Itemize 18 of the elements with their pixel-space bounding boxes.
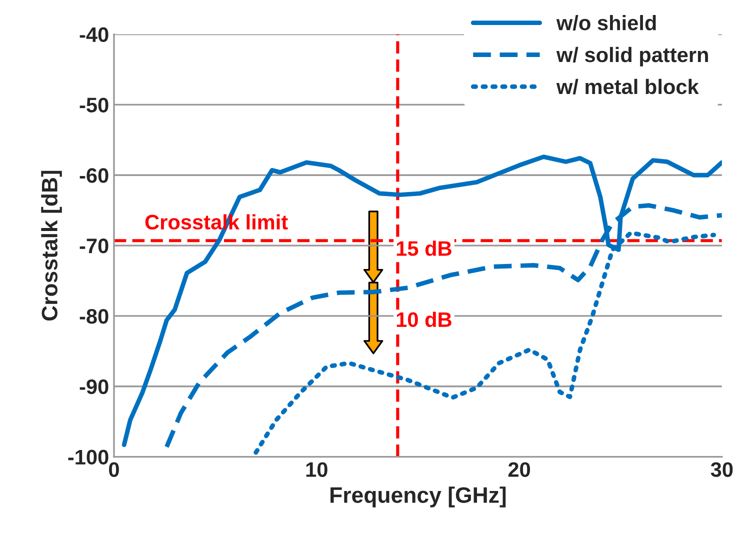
x-tick-label: 10 bbox=[306, 462, 328, 477]
y-tick-label: -90 bbox=[80, 379, 108, 394]
x-axis-title: Frequency [GHz] bbox=[330, 486, 506, 508]
y-tick-label: -100 bbox=[68, 450, 108, 465]
y-tick-label: -50 bbox=[80, 98, 108, 112]
legend-label: w/o shield bbox=[556, 15, 656, 31]
x-tick-label: 0 bbox=[109, 462, 119, 477]
legend-label: w/ metal block bbox=[556, 78, 699, 94]
x-tick-label: 30 bbox=[710, 462, 733, 477]
y-tick-label: -80 bbox=[80, 308, 108, 324]
y-tick-label: -60 bbox=[80, 168, 108, 183]
legend-label: w/ solid pattern bbox=[556, 46, 708, 66]
x-tick-label: 20 bbox=[508, 462, 530, 477]
y-axis-title: Crosstalk [dB] bbox=[41, 170, 62, 321]
annotation: 10 dB bbox=[396, 312, 452, 328]
y-tick-label: -70 bbox=[80, 238, 108, 254]
annotation: 15 dB bbox=[396, 240, 452, 256]
y-tick-label: -40 bbox=[80, 27, 108, 42]
